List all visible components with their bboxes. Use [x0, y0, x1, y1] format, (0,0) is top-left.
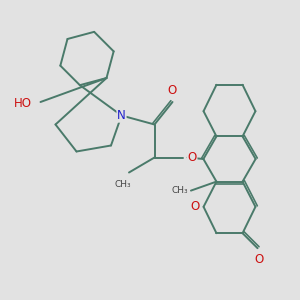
Text: CH₃: CH₃ — [171, 186, 188, 195]
Text: CH₃: CH₃ — [115, 180, 131, 189]
Text: O: O — [191, 200, 200, 213]
Text: HO: HO — [14, 97, 32, 110]
Text: O: O — [254, 253, 264, 266]
Text: O: O — [168, 84, 177, 97]
Text: O: O — [188, 151, 197, 164]
Text: N: N — [117, 109, 126, 122]
